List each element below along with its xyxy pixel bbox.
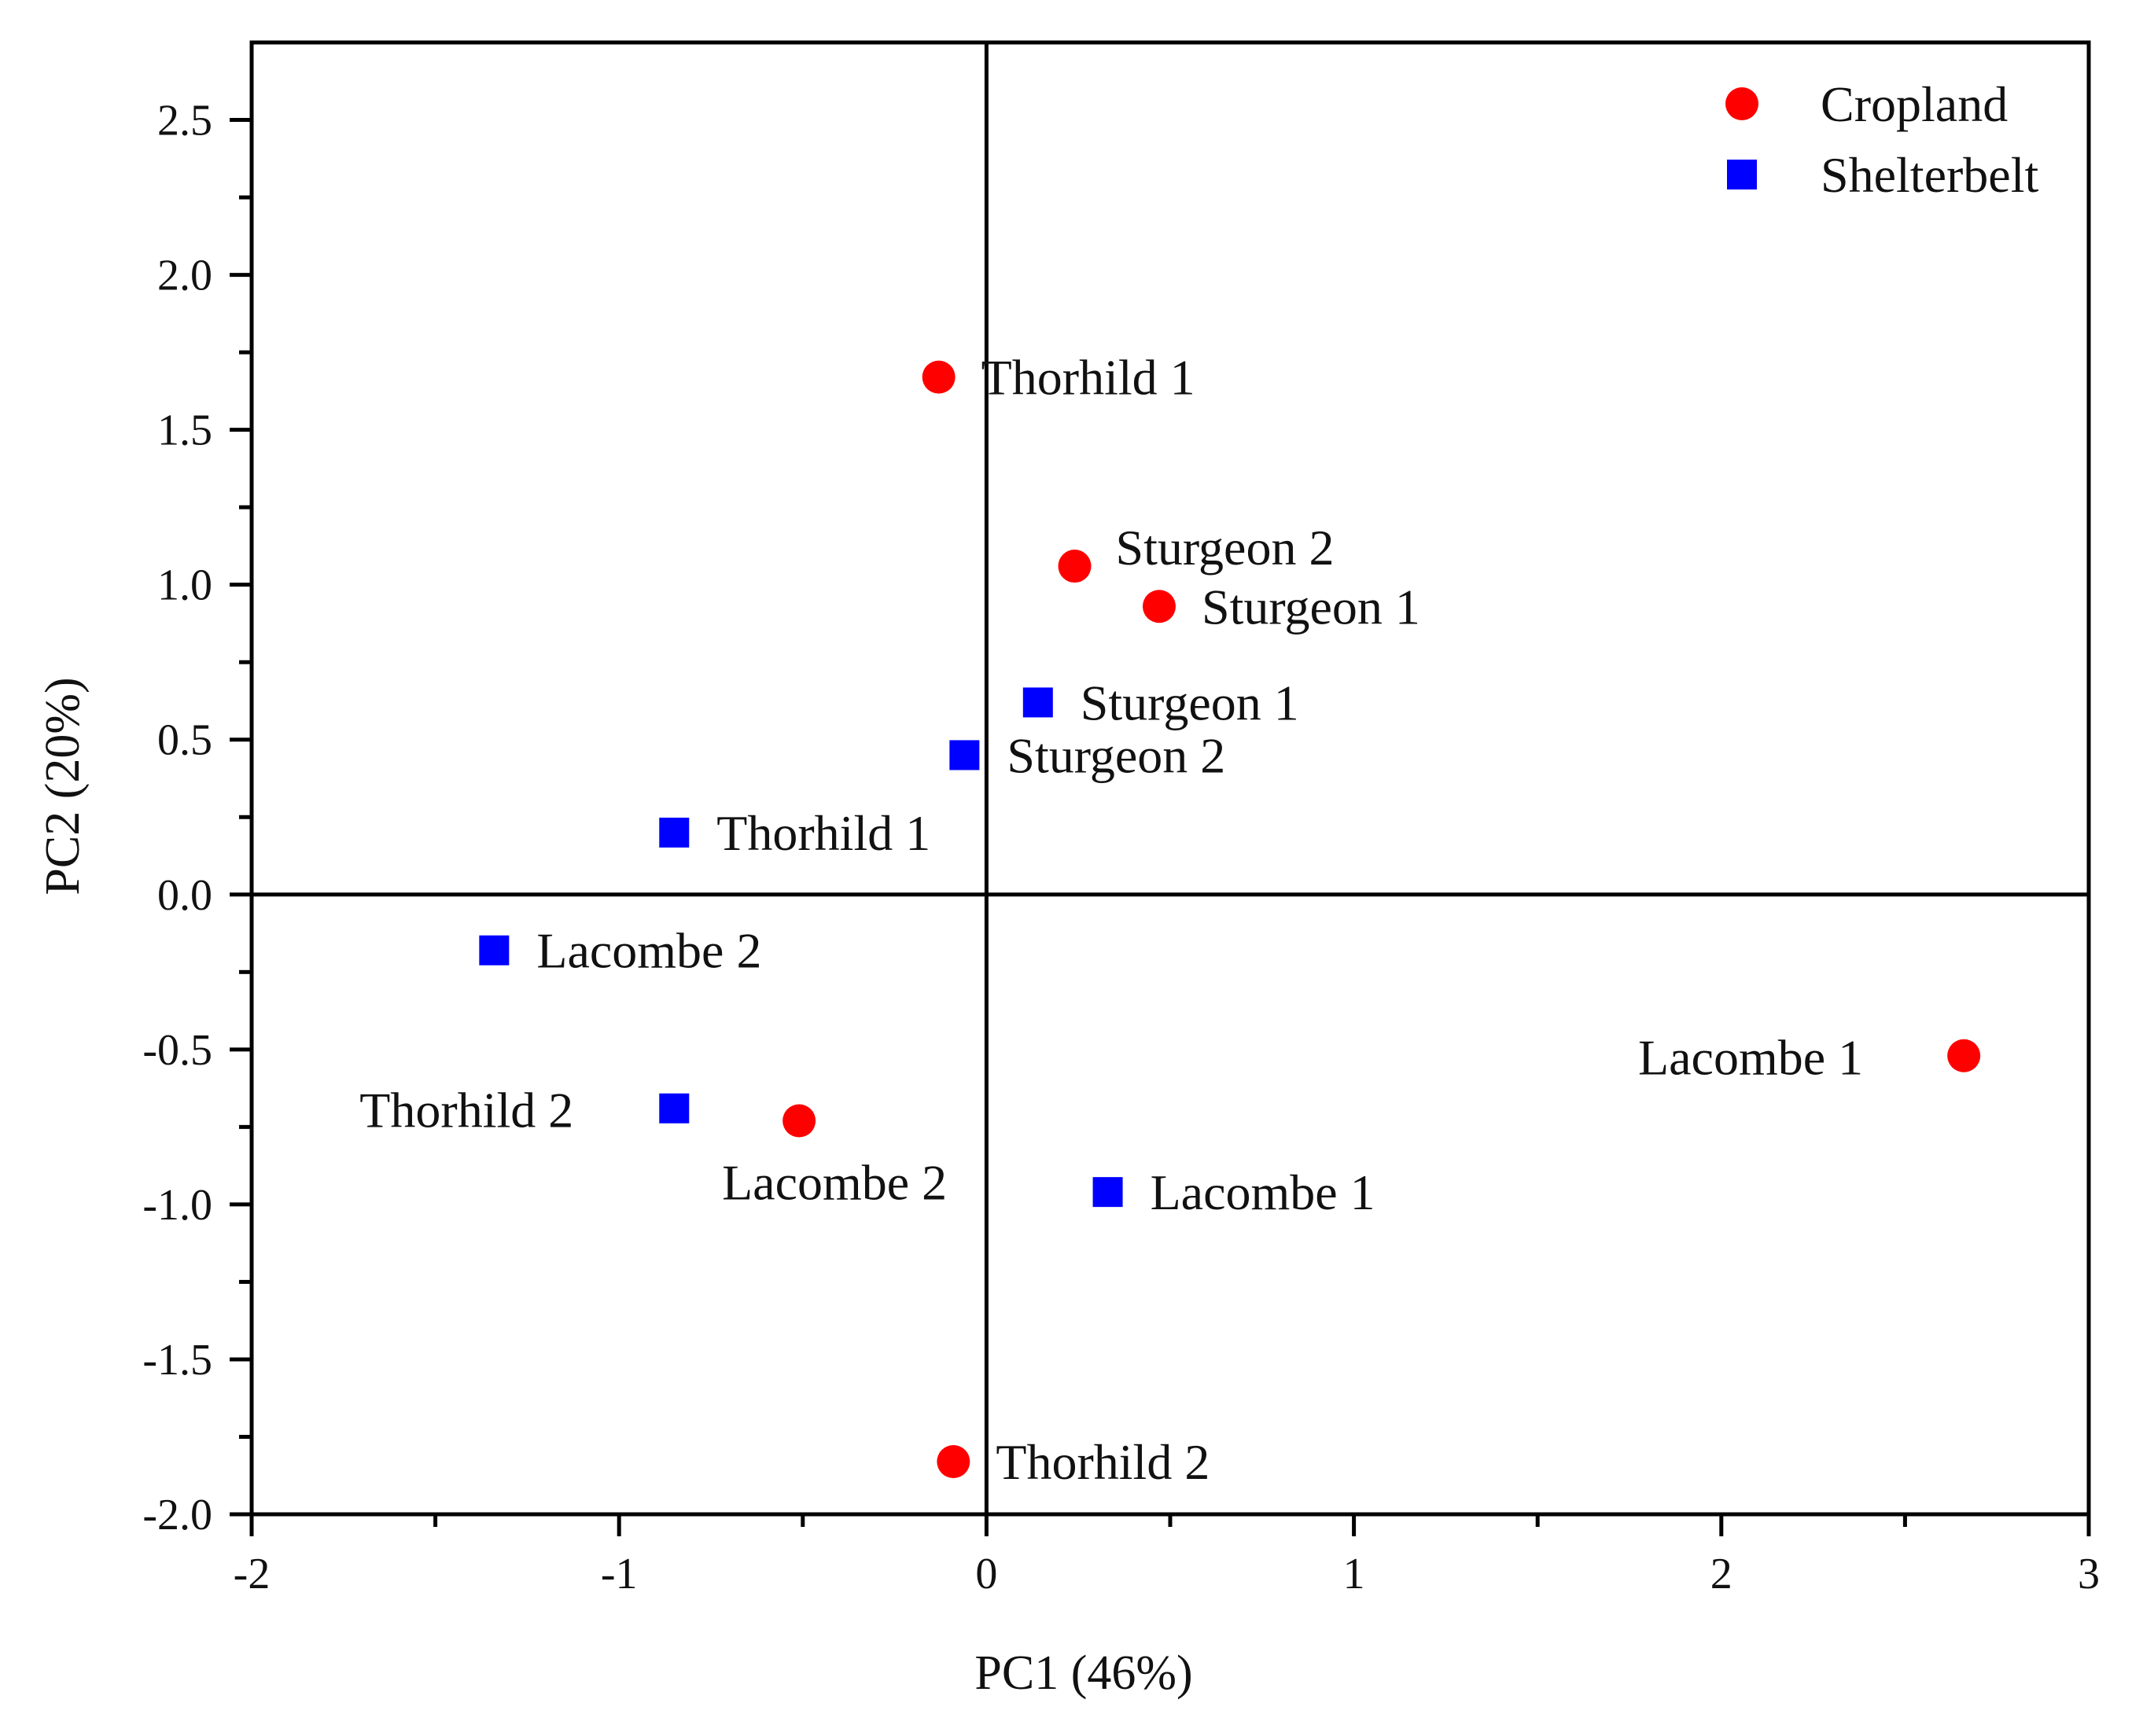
- point-label: Thorhild 1: [716, 805, 930, 861]
- legend-shelterbelt-marker: [1727, 160, 1757, 189]
- x-tick-label: 1: [1343, 1550, 1365, 1598]
- point-label: Sturgeon 2: [1116, 520, 1335, 576]
- point-label: Lacombe 2: [722, 1154, 947, 1210]
- x-tick-label: 3: [2078, 1550, 2100, 1598]
- y-tick-label: -2.0: [142, 1491, 212, 1539]
- y-tick-label: 2.5: [157, 97, 212, 145]
- shelterbelt-point: [659, 817, 690, 848]
- cropland-point: [922, 360, 956, 394]
- y-tick-label: -1.0: [142, 1181, 212, 1230]
- point-label: Thorhild 2: [996, 1434, 1210, 1490]
- shelterbelt-point: [1022, 687, 1053, 718]
- cropland-point: [1058, 550, 1092, 583]
- y-tick-label: 0.0: [157, 871, 212, 920]
- cropland-point: [1142, 590, 1176, 623]
- x-tick-label: 0: [975, 1550, 997, 1598]
- y-tick-label: 1.0: [157, 561, 212, 610]
- shelterbelt-point: [949, 740, 980, 771]
- x-axis-ticks: -2 -1 0 1 2 3: [234, 1514, 2100, 1598]
- x-axis-title: PC1 (46%): [974, 1646, 1192, 1700]
- cropland-point: [1947, 1039, 1981, 1072]
- y-tick-label: -1.5: [142, 1336, 212, 1385]
- cropland-point: [937, 1445, 970, 1479]
- y-tick-label: 0.5: [157, 716, 212, 765]
- legend: Cropland Shelterbelt: [1725, 76, 2038, 203]
- shelterbelt-point: [659, 1093, 690, 1124]
- shelterbelt-point: [1092, 1177, 1123, 1208]
- legend-label: Cropland: [1821, 76, 2008, 132]
- x-tick-label: 2: [1710, 1550, 1732, 1598]
- zero-lines: [252, 42, 2089, 1514]
- point-label: Lacombe 1: [1151, 1164, 1375, 1220]
- legend-label: Shelterbelt: [1821, 147, 2038, 203]
- point-label: Thorhild 1: [981, 350, 1195, 406]
- point-label: Sturgeon 1: [1081, 675, 1299, 730]
- point-label: Sturgeon 1: [1202, 579, 1420, 634]
- point-label: Sturgeon 2: [1007, 727, 1225, 783]
- legend-cropland-marker: [1725, 87, 1758, 120]
- x-tick-label: -1: [601, 1550, 638, 1598]
- x-tick-label: -2: [234, 1550, 271, 1598]
- y-axis-title: PC2 (20%): [36, 677, 90, 895]
- point-label: Lacombe 2: [536, 923, 761, 979]
- cropland-point: [782, 1104, 816, 1138]
- shelterbelt-point: [479, 935, 510, 965]
- y-tick-label: -0.5: [142, 1026, 212, 1075]
- y-tick-label: 1.5: [157, 406, 212, 455]
- y-axis-ticks: -2.0 -1.5 -1.0 -0.5 0.0 0.5 1.0 1.5 2.0 2.5: [142, 97, 252, 1539]
- point-label: Thorhild 2: [359, 1083, 573, 1138]
- point-label: Lacombe 1: [1638, 1030, 1863, 1086]
- y-tick-label: 2.0: [157, 252, 212, 300]
